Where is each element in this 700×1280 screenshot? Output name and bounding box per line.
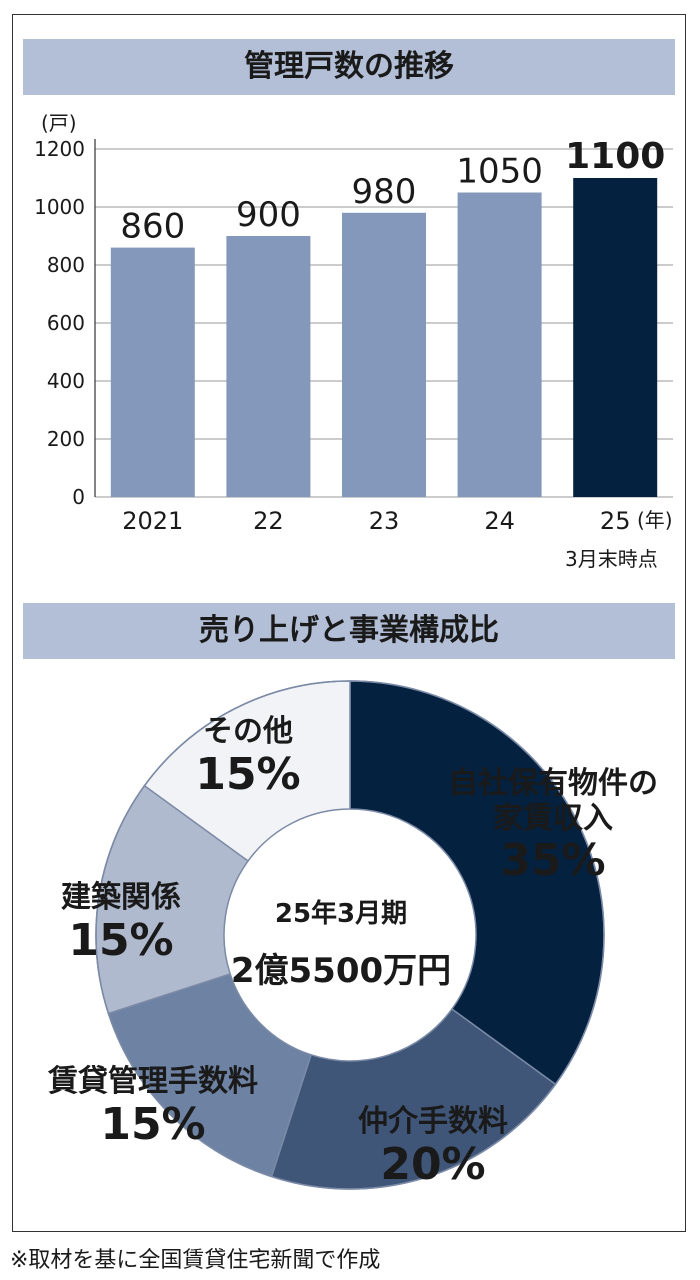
y-tick-label: 800 [47,253,85,277]
bar-value-label: 1050 [456,152,543,192]
slice-name: 自社保有物件の 家賃収入 [448,766,658,836]
y-tick-label: 1200 [34,137,85,161]
x-unit-label: (年) [637,508,673,532]
x-tick-label: 22 [253,507,284,535]
x-tick-label: 25 [600,507,631,535]
slice-percent: 35% [500,835,606,886]
slice-name: 賃貸管理手数料 [48,1064,258,1099]
slice-label-rent-income: 自社保有物件の 家賃収入 35% [423,766,683,887]
y-tick-label: 0 [72,485,85,509]
bar [226,236,311,497]
slice-label-other: その他 15% [173,714,323,800]
bar-value-label: 860 [120,207,185,247]
bar-chart: 0 200 400 600 800 1000 1200 860 2021 900 22 980 23 10… [34,136,673,535]
bar-chart-title: 管理戸数の推移 [23,39,675,95]
bar [457,192,542,497]
donut-chart [95,680,605,1190]
bar-value-label: 1100 [565,136,665,177]
figure-frame: 管理戸数の推移 (戸) 0 200 400 600 800 1000 1200 860 2021… [12,14,686,1232]
slice-label-construction: 建築関係 15% [31,880,211,966]
donut-outline [95,680,605,1190]
slice-label-brokerage: 仲介手数料 20% [333,1104,533,1190]
donut-center-total: 2億5500万円 [230,951,452,991]
donut-center-period: 25年3月期 [274,899,408,929]
slice-percent: 15% [195,748,301,800]
slice-percent: 15% [68,914,174,966]
bar [342,212,426,498]
x-unit-note: 3月末時点 [565,547,658,571]
y-tick-label: 400 [47,369,85,393]
x-tick-label: 2021 [122,507,183,535]
x-tick-label: 24 [484,507,515,535]
y-unit-label: (戸) [41,111,77,135]
slice-name: 建築関係 [61,880,181,915]
pie-chart-title: 売り上げと事業構成比 [23,603,675,659]
x-tick-label: 23 [369,507,400,535]
bar-value-label: 980 [352,172,417,212]
y-tick-label: 1000 [34,195,85,219]
bar-value-label: 900 [236,195,301,235]
slice-percent: 20% [380,1138,486,1190]
source-footnote: ※取材を基に全国賃貸住宅新聞で作成 [10,1248,381,1273]
y-tick-label: 600 [47,311,85,335]
slice-name: 仲介手数料 [358,1104,508,1139]
y-tick-label: 200 [47,427,85,451]
slice-name: その他 [203,714,293,749]
bar [110,247,195,497]
slice-label-management-fee: 賃貸管理手数料 15% [23,1064,283,1150]
bar [573,178,658,497]
slice-percent: 15% [100,1098,206,1150]
